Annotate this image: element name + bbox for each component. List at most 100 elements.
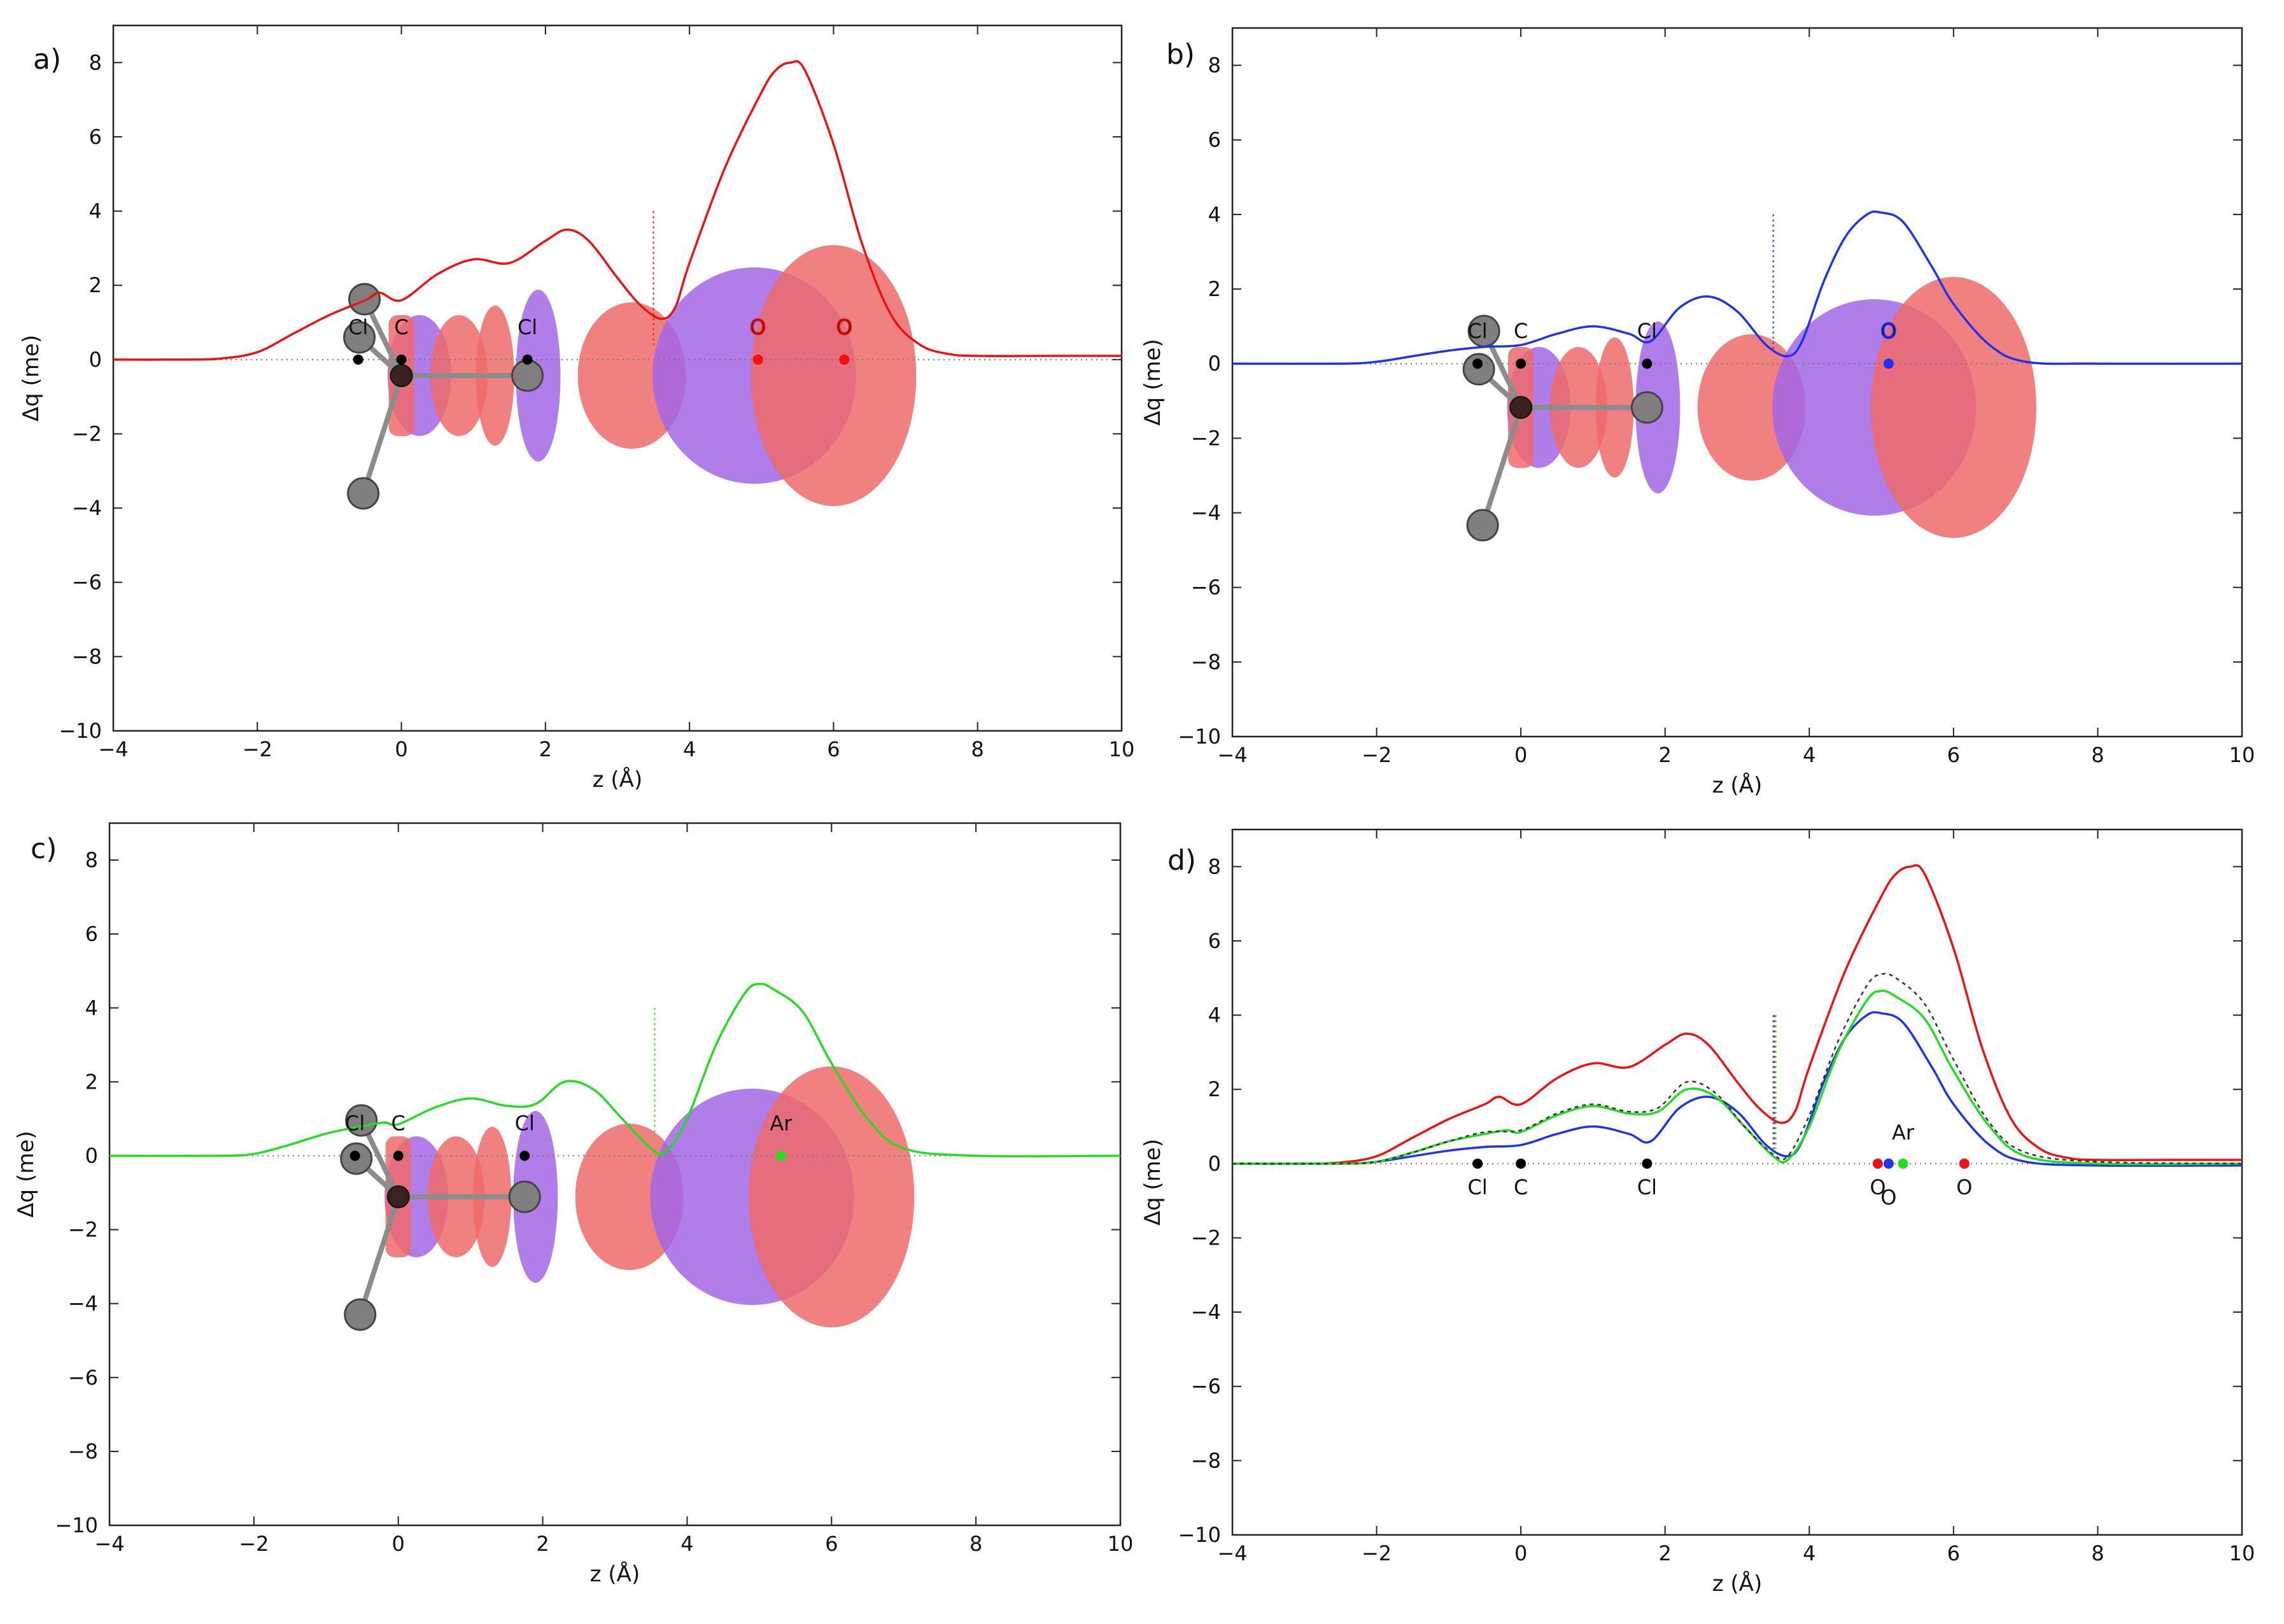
y-tick-label: −2 <box>72 421 102 446</box>
atom-marker <box>1642 1158 1653 1169</box>
atom-label: C <box>1514 1175 1528 1199</box>
carbon-atom-sphere <box>390 364 413 387</box>
bond <box>1480 405 1524 528</box>
atom-marker <box>1883 1158 1894 1169</box>
y-tick-label: −10 <box>1178 1523 1221 1547</box>
x-tick-label: −4 <box>98 737 128 761</box>
x-tick-label: 10 <box>2229 1541 2255 1565</box>
y-tick-label: 0 <box>89 348 102 372</box>
carbon-atom-sphere <box>386 1185 410 1208</box>
y-tick-label: −4 <box>1191 501 1221 525</box>
y-tick-label: 6 <box>1208 929 1221 953</box>
series-line <box>113 60 1122 361</box>
x-tick-label: 6 <box>827 737 840 761</box>
atom-label: Cl <box>1468 319 1488 343</box>
atom-marker <box>519 1150 530 1161</box>
y-tick-label: 8 <box>1208 53 1221 78</box>
plot-frame <box>112 24 1123 732</box>
atom-marker <box>1472 358 1483 369</box>
density-isosurface <box>1462 277 2036 542</box>
y-axis-title: Δq (me) <box>13 1131 39 1217</box>
plot-frame <box>1231 828 2243 1536</box>
atom-label: O <box>1880 319 1896 343</box>
panel-label: d) <box>1167 844 1196 877</box>
atom-label: Cl <box>518 315 537 339</box>
chart-panel-b: b) −4 −2 0 2 4 6 8 10 −10 −8 −6 −4 −2 0 2 4 6 8 z (Å) Δq (me… <box>1140 27 2255 798</box>
chlorine-atom-sphere <box>508 1180 541 1213</box>
atom-label: Cl <box>1468 1175 1488 1199</box>
chlorine-atom-sphere <box>348 283 381 316</box>
x-tick-label: 10 <box>2229 743 2255 767</box>
atom-marker <box>1872 1158 1883 1169</box>
atom-label: Cl <box>348 315 368 339</box>
x-tick-label: 10 <box>1108 1532 1134 1556</box>
chlorine-atom-sphere <box>344 1298 377 1331</box>
y-tick-label: −8 <box>1191 1448 1221 1472</box>
y-tick-label: 0 <box>1208 1152 1221 1176</box>
y-tick-label: −6 <box>1191 1374 1221 1399</box>
y-tick-label: −8 <box>1191 650 1221 674</box>
y-axis-title: Δq (me) <box>1140 1139 1166 1225</box>
x-tick-label: 4 <box>683 737 696 761</box>
atom-marker <box>393 1150 404 1161</box>
x-tick-label: 8 <box>2091 743 2104 767</box>
density-isosurface <box>343 245 917 510</box>
atom-marker <box>1883 358 1894 369</box>
x-tick-label: 2 <box>539 737 552 761</box>
y-tick-label: 8 <box>1208 854 1221 879</box>
x-tick-label: 2 <box>1659 743 1672 767</box>
y-tick-label: −4 <box>1191 1300 1221 1324</box>
chart-panel-d: d) −4 −2 0 2 4 6 8 10 −10 −8 −6 −4 −2 0 2 4 6 8 z (Å) Δq (me… <box>1140 828 2255 1597</box>
y-tick-label: 8 <box>85 848 98 872</box>
atom-label: C <box>394 315 408 339</box>
x-tick-label: 4 <box>1803 743 1815 767</box>
chlorine-atom-sphere <box>1466 509 1499 542</box>
atom-label: Ar <box>1892 1120 1915 1145</box>
panel-label: a) <box>33 43 61 76</box>
x-tick-label: 6 <box>1947 743 1960 767</box>
x-tick-label: −2 <box>239 1532 269 1556</box>
x-tick-label: 8 <box>969 1532 982 1556</box>
x-tick-label: 0 <box>392 1532 405 1556</box>
density-isosurface <box>340 1066 915 1331</box>
y-tick-label: −2 <box>68 1218 98 1242</box>
y-tick-label: 2 <box>1208 1077 1221 1101</box>
x-tick-label: 0 <box>1514 743 1527 767</box>
atom-label: Cl <box>1637 1175 1657 1199</box>
atom-label: C <box>391 1111 405 1135</box>
x-tick-label: 6 <box>825 1532 838 1556</box>
chlorine-atom-sphere <box>347 477 380 510</box>
y-tick-label: 2 <box>89 273 102 297</box>
y-tick-label: 6 <box>89 125 102 149</box>
y-tick-label: 4 <box>1208 1003 1221 1027</box>
y-tick-label: −4 <box>72 496 102 520</box>
chlorine-atom-sphere <box>511 359 544 392</box>
atom-label: Ar <box>770 1111 793 1135</box>
x-tick-label: 2 <box>1659 1541 1672 1565</box>
y-tick-label: −2 <box>1191 1225 1221 1250</box>
y-tick-label: −2 <box>1191 426 1221 450</box>
x-tick-label: 8 <box>2091 1541 2104 1565</box>
series-line <box>1232 989 2243 1166</box>
y-tick-label: 6 <box>1208 128 1221 152</box>
y-tick-label: −10 <box>1178 724 1221 749</box>
y-tick-label: −4 <box>68 1292 98 1316</box>
atom-label: Cl <box>1637 319 1657 343</box>
atom-label: C <box>1514 319 1528 343</box>
chlorine-atom-sphere <box>343 321 376 354</box>
x-tick-label: 2 <box>536 1532 549 1556</box>
carbon-atom-sphere <box>1509 396 1533 419</box>
y-tick-label: 6 <box>85 922 98 946</box>
series-line <box>109 982 1121 1158</box>
x-axis-title: z (Å) <box>590 1561 640 1587</box>
atom-marker <box>752 354 763 365</box>
x-axis-title: z (Å) <box>593 766 642 793</box>
x-tick-label: 4 <box>680 1532 693 1556</box>
series-line <box>1232 973 2243 1165</box>
x-axis-title: z (Å) <box>1712 772 1762 798</box>
y-tick-label: 0 <box>85 1143 98 1168</box>
atom-marker <box>353 354 363 365</box>
atom-marker <box>1959 1158 1970 1169</box>
x-tick-label: 0 <box>395 737 407 761</box>
